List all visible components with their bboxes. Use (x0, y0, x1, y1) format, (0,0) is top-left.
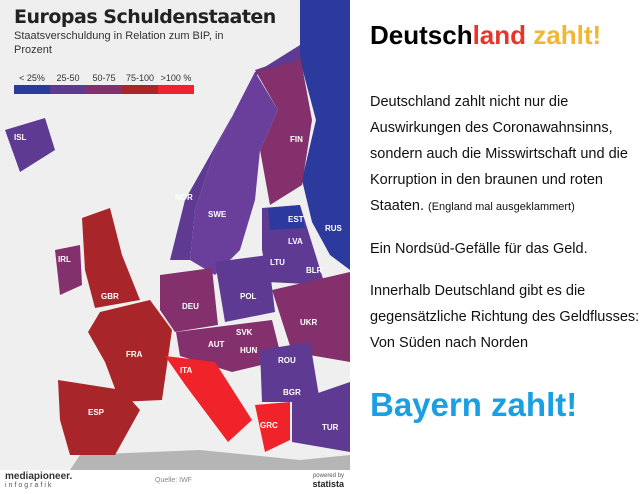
map-title: Europas Schuldenstaaten (14, 6, 276, 28)
country-label-swe: SWE (208, 210, 227, 219)
country-label-bgr: BGR (283, 388, 301, 397)
country-label-ukr: UKR (300, 318, 318, 327)
country-NOR (170, 45, 300, 260)
legend-label: 75-100 (125, 73, 155, 83)
country-RUS (300, 0, 350, 270)
paragraph-2: Ein Nordsüd-Gefälle für das Geld. (370, 241, 588, 257)
legend-label: 50-75 (92, 73, 116, 83)
country-label-gbr: GBR (101, 292, 119, 301)
country-label-pol: POL (240, 292, 257, 301)
legend-item: 25-50 (50, 73, 86, 94)
country-SWE (190, 72, 278, 275)
country-label-isl: ISL (14, 133, 27, 142)
country-label-svk: SVK (236, 328, 253, 337)
country-label-aut: AUT (208, 340, 225, 349)
country-label-deu: DEU (182, 302, 199, 311)
country-label-rus: RUS (325, 224, 342, 233)
legend-swatch (14, 85, 50, 94)
country-ITA (165, 356, 252, 442)
country-label-tur: TUR (322, 423, 339, 432)
country-label-hun: HUN (240, 346, 258, 355)
country-ESP (58, 380, 140, 455)
commentary-panel: Deutschland zahlt! Deutschland zahlt nic… (350, 0, 644, 494)
legend-swatch (122, 85, 158, 94)
country-EST (268, 205, 305, 230)
legend-swatch (86, 85, 122, 94)
country-GBR (82, 208, 140, 308)
country-label-fra: FRA (126, 350, 143, 359)
land-grey (70, 450, 350, 470)
country-label-est: EST (288, 215, 304, 224)
country-GRC (255, 402, 290, 452)
country-label-lva: LVA (288, 237, 303, 246)
legend-swatch (50, 85, 86, 94)
legend-swatch (158, 85, 194, 94)
map-legend: < 25% 25-50 50-75 75-100 >100 % (14, 73, 194, 94)
legend-item: < 25% (14, 73, 50, 94)
country-ROU-BGR (260, 342, 320, 402)
paragraph-3: Innerhalb Deutschland gibt es die gegens… (370, 283, 640, 351)
europe-map-shapes (5, 0, 350, 470)
legend-item: >100 % (158, 73, 194, 94)
debt-map: Europas Schuldenstaaten Staatsverschuldu… (0, 0, 350, 494)
country-IRL (55, 245, 82, 295)
country-label-blr: BLR (306, 266, 323, 275)
country-label-rou: ROU (278, 356, 296, 365)
country-label-ltu: LTU (270, 258, 285, 267)
country-FRA (88, 300, 172, 402)
map-subtitle: Staatsverschuldung in Relation zum BIP, … (14, 30, 224, 56)
country-label-nor: NOR (175, 193, 193, 202)
country-label-grc: GRC (260, 421, 278, 430)
country-ISL (5, 118, 55, 172)
legend-item: 50-75 (86, 73, 122, 94)
paragraph-1: Deutschland zahlt nicht nur die Auswirku… (370, 94, 628, 214)
country-TUR (292, 382, 350, 452)
country-FIN (255, 55, 312, 205)
mediapioneer-logo: mediapioneer. infografik (5, 471, 73, 490)
country-label-fin: FIN (290, 135, 303, 144)
country-label-esp: ESP (88, 408, 105, 417)
statista-logo: powered by statista (312, 473, 344, 489)
legend-item: 75-100 (122, 73, 158, 94)
country-DEU (160, 268, 218, 332)
legend-label: >100 % (160, 73, 192, 83)
country-central (176, 320, 282, 372)
country-POL (215, 255, 275, 322)
source-text: Quelle: IWF (155, 477, 192, 484)
country-label-ita: ITA (180, 366, 193, 375)
legend-label: 25-50 (56, 73, 80, 83)
legend-label: < 25% (19, 73, 45, 83)
country-label-irl: IRL (58, 255, 71, 264)
headline: Deutschland zahlt! (370, 20, 602, 50)
country-UKR (272, 272, 350, 362)
closing-headline: Bayern zahlt! (370, 386, 578, 423)
map-footer: mediapioneer. infografik Quelle: IWF powe… (0, 470, 350, 494)
